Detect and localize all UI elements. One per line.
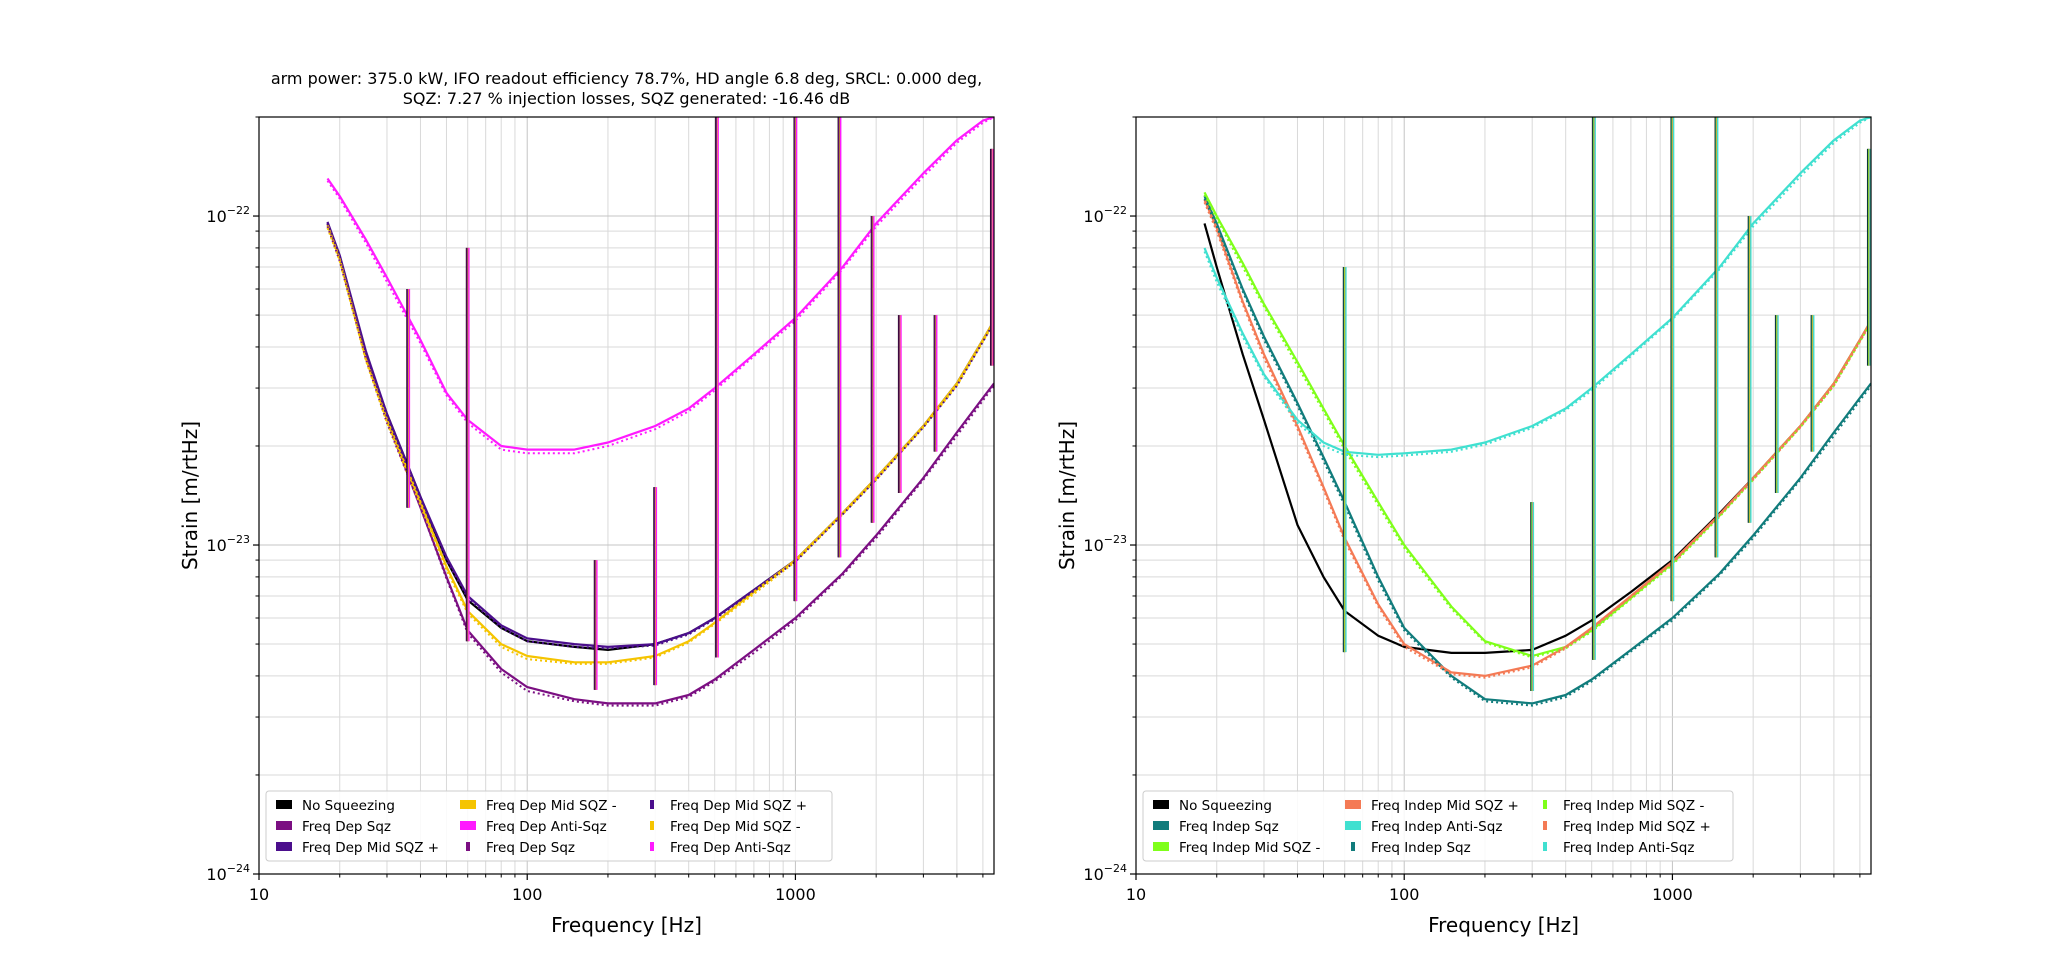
legend-swatch [1351,842,1355,851]
legend-swatch [1153,800,1169,809]
axis-ticks: 10 100 1000 10−24 10−23 10−22 [206,116,984,904]
legend-label: Freq Dep Mid SQZ - [670,819,801,835]
right-chart-panel: 10 100 1000 10−24 10−23 10−22 Frequency [Hz] St… [1055,116,1872,937]
y-tick-label: 10−23 [206,533,250,555]
legend-swatch [1543,800,1547,809]
x-tick-label: 100 [512,885,543,904]
legend-swatch [1153,821,1169,830]
x-tick-label: 10 [249,885,269,904]
legend-label: Freq Indep Mid SQZ + [1371,798,1519,814]
axes-frame [258,116,995,875]
legend-label: Freq Indep Anti-Sqz [1371,819,1502,835]
legend-box [1142,790,1734,862]
series-line-freq-indep-anti-sqz [1203,117,1871,456]
legend-swatch [460,821,476,830]
series-line-freq-indep-mid-sqz [1203,194,1871,659]
series-line-freq-dep-anti-sqz [326,117,994,455]
series-line-freq-dep-mid-sqz [326,224,994,664]
legend-label: Freq Indep Mid SQZ - [1179,840,1320,856]
series-line-freq-dep-anti-sqz [326,117,994,451]
legend-swatch [650,842,654,851]
legend-label: Freq Indep Sqz [1179,819,1279,835]
y-tick-label: 10−22 [1083,204,1127,226]
x-axis-label: Frequency [Hz] [551,913,702,937]
legend-label: Freq Dep Anti-Sqz [670,840,791,856]
x-tick-label: 10 [1126,885,1146,904]
legend-swatch [466,842,470,851]
legend-label: Freq Dep Sqz [302,819,391,835]
series-line-freq-dep-sqz [326,226,994,707]
legend-swatch [1345,800,1361,809]
legend-label: Freq Indep Anti-Sqz [1563,840,1694,856]
legend-swatch [1345,821,1361,830]
legend-label: Freq Dep Mid SQZ - [486,798,617,814]
chart-title-line: arm power: 375.0 kW, IFO readout efficie… [271,69,982,88]
legend-swatch [650,821,654,830]
series-line-freq-dep-mid-sqz [326,223,994,650]
y-axis-label: Strain [m/rtHz] [178,421,202,570]
plot-area [1203,117,1871,707]
legend-box [265,790,833,862]
legend: No Squeezing Freq Indep Sqz Freq Indep Mid… [1142,790,1734,862]
grid [258,116,994,875]
legend-label: Freq Indep Mid SQZ + [1563,819,1711,835]
legend-label: Freq Dep Anti-Sqz [486,819,607,835]
series-line-freq-indep-anti-sqz [1203,117,1871,459]
legend-swatch [276,821,292,830]
legend-swatch [460,800,476,809]
legend-label: No Squeezing [1179,798,1272,814]
legend-swatch [650,800,654,809]
legend-label: Freq Dep Mid SQZ + [302,840,439,856]
series-line-no-squeezing [326,223,994,652]
axis-ticks: 10 100 1000 10−24 10−23 10−22 [1083,116,1861,904]
legend-swatch [1543,842,1547,851]
y-tick-label: 10−24 [1083,862,1127,884]
legend-label: No Squeezing [302,798,395,814]
series-line-no-squeezing [1203,223,1871,655]
series-line-freq-indep-mid-sqz [1203,199,1871,678]
series-line-freq-indep-sqz [1203,195,1871,705]
legend-label: Freq Indep Sqz [1371,840,1471,856]
x-tick-label: 100 [1389,885,1420,904]
x-tick-label: 1000 [1652,885,1693,904]
y-tick-label: 10−24 [206,862,250,884]
legend-swatch [276,800,292,809]
series-line-freq-indep-sqz [1203,198,1871,707]
grid [1135,116,1871,875]
legend-swatch [1153,842,1169,851]
series-line-freq-dep-mid-sqz [326,221,994,649]
legend-swatch [1543,821,1547,830]
series-line-freq-dep-sqz [326,223,994,705]
y-tick-label: 10−23 [1083,533,1127,555]
legend-label: Freq Dep Sqz [486,840,575,856]
left-chart-panel: 10 100 1000 10−24 10−23 10−22 Frequency [Hz] St… [178,69,995,937]
legend-label: Freq Indep Mid SQZ - [1563,798,1704,814]
legend-label: Freq Dep Mid SQZ + [670,798,807,814]
legend-swatch [276,842,292,851]
axes-frame [1135,116,1872,875]
y-axis-label: Strain [m/rtHz] [1055,421,1079,570]
legend: No Squeezing Freq Dep Sqz Freq Dep Mid SQZ… [265,790,833,862]
plot-area [326,117,994,707]
x-axis-label: Frequency [Hz] [1428,913,1579,937]
y-tick-label: 10−22 [206,204,250,226]
x-tick-label: 1000 [775,885,816,904]
chart-title-line: SQZ: 7.27 % injection losses, SQZ genera… [403,89,851,108]
